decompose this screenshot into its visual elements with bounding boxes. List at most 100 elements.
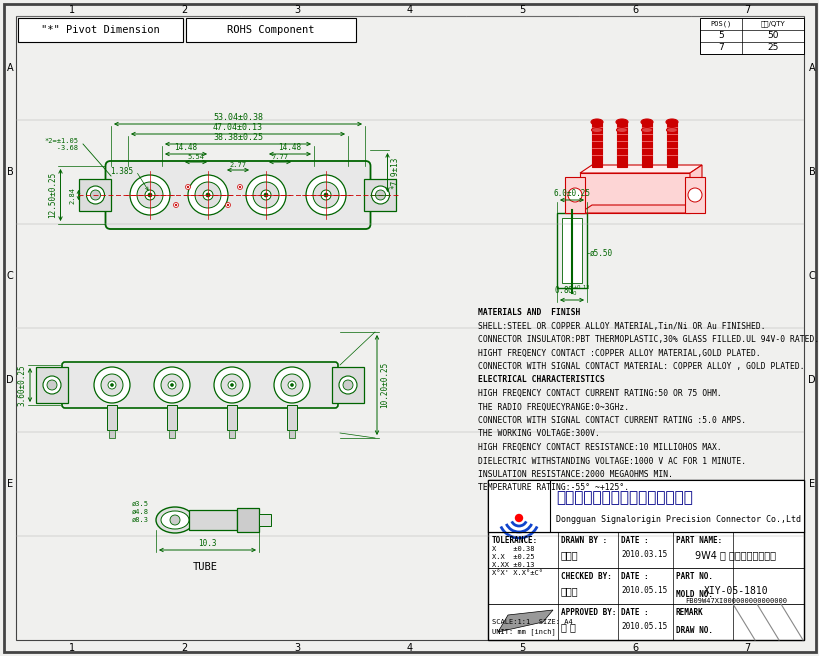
- Bar: [556, 213, 586, 288]
- Text: 侯尿文: 侯尿文: [560, 586, 578, 596]
- Polygon shape: [579, 205, 701, 213]
- Ellipse shape: [161, 511, 188, 529]
- Text: 杨剑玉: 杨剑玉: [560, 550, 578, 560]
- Text: 4: 4: [406, 5, 413, 15]
- Text: 1.385: 1.385: [110, 167, 133, 176]
- Text: UNIT: mm [inch]: UNIT: mm [inch]: [491, 628, 555, 635]
- Bar: [106, 405, 117, 430]
- Text: 4: 4: [406, 643, 413, 653]
- Text: ø5.50: ø5.50: [590, 249, 613, 258]
- Ellipse shape: [615, 119, 627, 125]
- Text: C: C: [7, 271, 13, 281]
- Text: 2.84: 2.84: [70, 186, 75, 203]
- Bar: [169, 430, 174, 438]
- Circle shape: [111, 384, 113, 386]
- Ellipse shape: [616, 127, 627, 133]
- Polygon shape: [564, 177, 584, 213]
- Text: B: B: [808, 167, 814, 177]
- Text: HIGH FREQENCY CONTACT CURRENT RATING:50 OR 75 OHM.: HIGH FREQENCY CONTACT CURRENT RATING:50 …: [477, 389, 721, 398]
- Polygon shape: [689, 165, 701, 213]
- Circle shape: [274, 367, 310, 403]
- Text: C: C: [808, 271, 814, 281]
- Text: 5: 5: [717, 31, 723, 41]
- Circle shape: [338, 376, 356, 394]
- Bar: [699, 18, 803, 54]
- Text: Dongguan Signalorigin Precision Connector Co.,Ltd: Dongguan Signalorigin Precision Connecto…: [555, 516, 800, 525]
- Circle shape: [324, 193, 328, 197]
- Circle shape: [221, 374, 242, 396]
- Bar: [561, 218, 581, 283]
- Text: ø8.3: ø8.3: [132, 517, 149, 523]
- Circle shape: [188, 175, 228, 215]
- Text: ELECTRICAL CHARACTERISTICS: ELECTRICAL CHARACTERISTICS: [477, 375, 604, 384]
- Text: 3.60±0.25: 3.60±0.25: [18, 364, 27, 406]
- Text: 7: 7: [744, 643, 750, 653]
- Text: 2010.05.15: 2010.05.15: [620, 622, 667, 631]
- Circle shape: [170, 384, 174, 386]
- Circle shape: [305, 175, 346, 215]
- Ellipse shape: [590, 127, 602, 133]
- Text: *7.9±13: *7.9±13: [390, 156, 399, 189]
- Circle shape: [168, 381, 176, 389]
- Text: 0.80$^{+0.13}_{0}$: 0.80$^{+0.13}_{0}$: [553, 283, 590, 298]
- Bar: [332, 367, 364, 403]
- Circle shape: [47, 380, 57, 390]
- Bar: [18, 18, 183, 42]
- Circle shape: [687, 188, 701, 202]
- Circle shape: [170, 515, 180, 525]
- Text: 14.48: 14.48: [278, 143, 301, 152]
- Bar: [229, 430, 235, 438]
- Text: 5: 5: [518, 5, 525, 15]
- Text: 38.38±0.25: 38.38±0.25: [213, 133, 263, 142]
- Circle shape: [238, 184, 242, 190]
- Text: THE RADIO FREQUECYRANGE:0~3GHz.: THE RADIO FREQUECYRANGE:0~3GHz.: [477, 403, 628, 411]
- Text: 12.50±0.25: 12.50±0.25: [48, 172, 57, 218]
- Text: *2=±1.05
   -3.68: *2=±1.05 -3.68: [44, 138, 78, 151]
- Text: 2010.05.15: 2010.05.15: [620, 586, 667, 595]
- Text: INSULATION RESISTANCE:2000 MEGAOHMS MIN.: INSULATION RESISTANCE:2000 MEGAOHMS MIN.: [477, 470, 672, 479]
- Text: X    ±0.38: X ±0.38: [491, 546, 534, 552]
- Text: ROHS Component: ROHS Component: [227, 25, 314, 35]
- Circle shape: [228, 381, 236, 389]
- Circle shape: [246, 175, 286, 215]
- Text: 14.48: 14.48: [174, 143, 197, 152]
- Bar: [167, 405, 177, 430]
- Circle shape: [214, 367, 250, 403]
- Circle shape: [342, 380, 352, 390]
- Text: XIY-05-1810: XIY-05-1810: [703, 586, 767, 596]
- Polygon shape: [579, 173, 689, 213]
- Text: 7: 7: [717, 43, 723, 52]
- Text: 6.0±0.25: 6.0±0.25: [553, 189, 590, 198]
- Text: E: E: [808, 479, 814, 489]
- Text: 7: 7: [744, 5, 750, 15]
- Text: CHECKED BY:: CHECKED BY:: [560, 572, 611, 581]
- Bar: [487, 480, 803, 640]
- Text: 53.04±0.38: 53.04±0.38: [213, 113, 263, 122]
- Bar: [186, 18, 355, 42]
- Circle shape: [86, 186, 104, 204]
- Text: CONNECTOR WITH SIGNAL CONTACT MATERIAL: COPPER ALLOY , GOLD PLATED.: CONNECTOR WITH SIGNAL CONTACT MATERIAL: …: [477, 362, 803, 371]
- Circle shape: [253, 182, 278, 208]
- Text: 2: 2: [182, 5, 188, 15]
- Text: 6: 6: [631, 5, 637, 15]
- Text: X.XX ±0.13: X.XX ±0.13: [491, 562, 534, 568]
- Bar: [641, 122, 651, 167]
- Circle shape: [375, 190, 385, 200]
- Text: A: A: [7, 63, 13, 73]
- Bar: [666, 122, 676, 167]
- Text: HIGHT FREQENCY CONTACT :COPPER ALLOY MATERIAL,GOLD PLATED.: HIGHT FREQENCY CONTACT :COPPER ALLOY MAT…: [477, 348, 760, 358]
- Text: THE WORKING VOLTAGE:300V.: THE WORKING VOLTAGE:300V.: [477, 430, 600, 438]
- Circle shape: [161, 374, 183, 396]
- Bar: [237, 508, 259, 532]
- Bar: [259, 514, 270, 526]
- Circle shape: [371, 186, 389, 204]
- Bar: [36, 367, 68, 403]
- Text: DATE :: DATE :: [620, 536, 648, 545]
- Polygon shape: [684, 177, 704, 213]
- Bar: [109, 430, 115, 438]
- Circle shape: [154, 367, 190, 403]
- Circle shape: [108, 381, 115, 389]
- Circle shape: [290, 384, 293, 386]
- Text: D: D: [808, 375, 815, 385]
- Text: 3: 3: [294, 5, 300, 15]
